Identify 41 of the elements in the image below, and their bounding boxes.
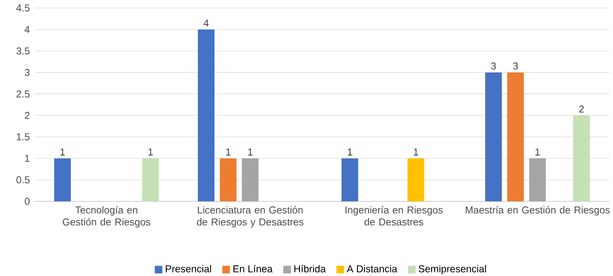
y-tick-label: 2 (24, 112, 30, 119)
bar (485, 72, 502, 202)
data-label: 1 (414, 148, 418, 156)
y-tick-label: 1.5 (16, 133, 30, 140)
data-label: 1 (60, 148, 65, 156)
bar (408, 158, 424, 202)
data-label: 1 (248, 148, 252, 156)
bar (529, 158, 546, 202)
bar (198, 29, 215, 202)
y-tick-label: 3 (24, 68, 30, 76)
legend-label: A Distancia (346, 265, 398, 272)
bar (242, 158, 259, 202)
y-tick-label: 3.5 (16, 47, 30, 55)
legend-label: Semipresencial (418, 265, 486, 274)
y-tick-label: 4.5 (16, 4, 30, 12)
y-tick-label: 0.5 (16, 176, 30, 184)
x-tick-label: Ingeniería en Riesgos de Desastres (346, 206, 443, 226)
bar (342, 158, 358, 202)
legend-label: Híbrida (294, 264, 326, 272)
y-tick-label: 1 (25, 154, 30, 162)
data-label: 1 (226, 148, 230, 156)
data-label: 1 (348, 148, 352, 156)
bar (54, 158, 71, 202)
data-label: 1 (535, 148, 540, 156)
y-tick-label: 0 (24, 198, 30, 205)
bar (573, 115, 590, 202)
data-label: 3 (491, 62, 496, 70)
bar (142, 158, 159, 202)
data-label: 4 (204, 20, 209, 27)
legend-label: En Línea (233, 264, 273, 272)
x-tick-label: Licenciatura en Gestión de Riesgos y Desastres (196, 206, 304, 228)
data-label: 1 (148, 148, 153, 156)
bar (507, 72, 524, 202)
data-label: 3 (513, 62, 518, 70)
data-label: 2 (579, 105, 584, 112)
legend-label: Presencial (166, 265, 212, 272)
bar (220, 158, 237, 202)
y-tick-label: 2.5 (16, 90, 30, 98)
x-tick-label: Maestría en Gestión de Riesgos (466, 206, 610, 216)
x-tick-label: Tecnología en Gestión de Riesgos (62, 206, 150, 228)
y-tick-label: 4 (24, 26, 30, 33)
